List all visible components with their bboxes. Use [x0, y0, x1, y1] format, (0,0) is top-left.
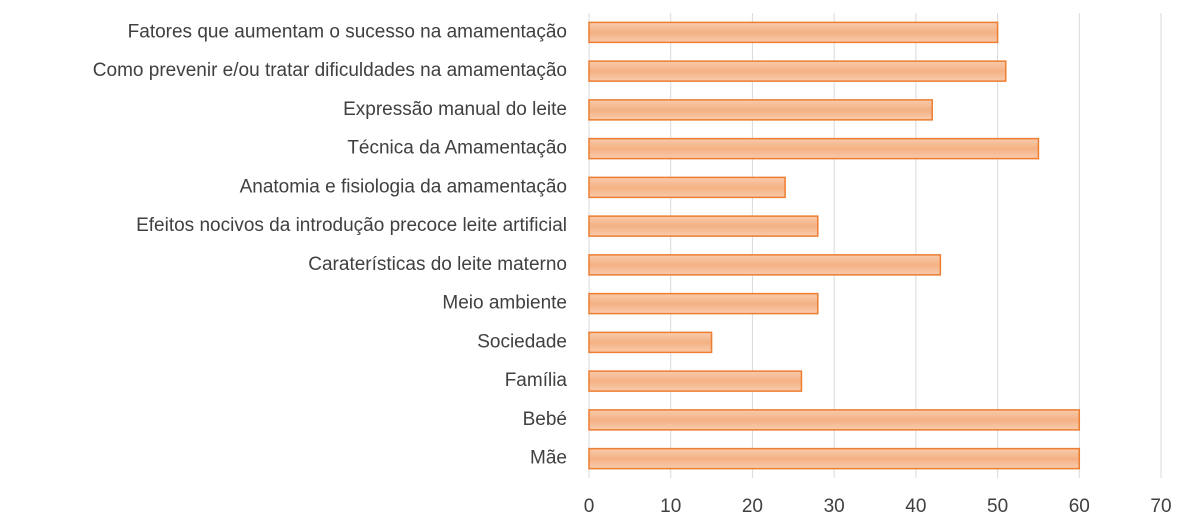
bar: [588, 215, 819, 237]
bar: [588, 176, 786, 199]
y-tick-label: Bebé: [523, 409, 567, 430]
bar: [588, 370, 803, 392]
bar: [588, 447, 1081, 470]
x-tick-label: 30: [824, 496, 845, 517]
bar: [588, 137, 1040, 160]
x-tick-label: 40: [905, 496, 926, 517]
y-tick-label: Expressão manual do leite: [343, 99, 567, 120]
x-tick-label: 20: [742, 496, 763, 517]
bar: [588, 292, 819, 315]
bar: [588, 409, 1081, 431]
x-tick-label: 10: [660, 496, 681, 517]
x-tick-label: 50: [987, 496, 1008, 517]
y-tick-label: Anatomia e fisiologia da amamentação: [240, 176, 567, 197]
bar: [588, 99, 933, 121]
y-tick-label: Efeitos nocivos da introdução precoce le…: [136, 215, 567, 236]
y-tick-label: Meio ambiente: [442, 293, 567, 314]
y-tick-label: Técnica da Amamentação: [347, 138, 567, 159]
y-tick-label: Mãe: [530, 448, 567, 469]
x-tick-label: 70: [1150, 496, 1171, 517]
bar: [588, 60, 1007, 82]
x-tick-label: 0: [584, 496, 595, 517]
y-tick-label: Sociedade: [477, 331, 567, 352]
y-tick-label: Fatores que aumentam o sucesso na amamen…: [128, 21, 567, 42]
y-tick-label: Caraterísticas do leite materno: [308, 254, 567, 275]
bar: [588, 21, 999, 44]
y-tick-label: Família: [505, 370, 568, 391]
y-tick-label: Como prevenir e/ou tratar dificuldades n…: [93, 60, 567, 81]
bar: [588, 254, 942, 276]
x-tick-label: 60: [1069, 496, 1090, 517]
bar: [588, 331, 713, 354]
